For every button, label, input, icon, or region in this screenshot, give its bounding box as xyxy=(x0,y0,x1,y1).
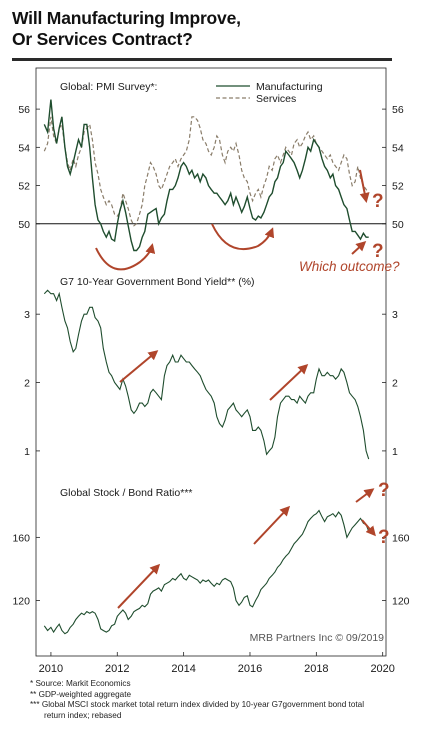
pmi-panel: Global: PMI Survey*: Manufacturing Servi… xyxy=(18,81,404,274)
arrow-up-manufacturing xyxy=(351,240,367,255)
footnotes: * Source: Markit Economics ** GDP-weight… xyxy=(30,679,430,721)
services-series-line xyxy=(43,116,370,227)
question-mark-manufacturing: ? xyxy=(372,241,384,262)
legend-manufacturing-label: Manufacturing xyxy=(256,81,323,93)
x-tick-label: 2018 xyxy=(304,663,328,675)
y-tick-label-right: 160 xyxy=(392,532,410,544)
which-outcome-text: Which outcome? xyxy=(299,259,400,274)
footnote-source: * Source: Markit Economics xyxy=(30,679,131,688)
stock-bond-panel-title: Global Stock / Bond Ratio*** xyxy=(60,487,193,499)
bond-yield-series-line xyxy=(43,289,370,460)
y-tick-label-left: 56 xyxy=(18,104,30,116)
bond-y-axis-left: 1 2 3 xyxy=(24,309,40,458)
question-mark-ratio-down: ? xyxy=(378,527,390,548)
pmi-y-axis-right: 50 52 54 56 xyxy=(382,104,404,231)
trough-arc-2015 xyxy=(211,223,275,251)
credit-text: MRB Partners Inc © 09/2019 xyxy=(250,632,385,644)
bond-yield-panel-title: G7 10-Year Government Bond Yield** (%) xyxy=(60,276,255,288)
y-tick-label-left: 3 xyxy=(24,309,30,321)
y-tick-label-left: 50 xyxy=(18,219,30,231)
bond-yield-panel: G7 10-Year Government Bond Yield** (%) 1… xyxy=(24,276,398,460)
stock-bond-series-line xyxy=(43,509,370,635)
ratio-arrow-2012 xyxy=(117,563,161,609)
x-tick-label: 2016 xyxy=(238,663,262,675)
legend-services-label: Services xyxy=(256,93,296,105)
trough-arc-2012 xyxy=(95,243,156,271)
pmi-annotation-arrows: ? ? Which outcome? xyxy=(95,169,400,274)
manufacturing-series-line xyxy=(43,99,369,252)
y-tick-label-left: 52 xyxy=(18,181,30,193)
bond-arrow-2012 xyxy=(119,350,159,383)
ratio-arrow-up xyxy=(355,488,375,503)
chart-title-line-1: Will Manufacturing Improve, xyxy=(12,8,241,28)
question-mark-services: ? xyxy=(372,191,384,212)
plot-frame xyxy=(35,67,387,657)
pmi-legend: Manufacturing Services xyxy=(216,81,323,105)
x-tick-label: 2020 xyxy=(370,663,394,675)
ratio-arrow-down xyxy=(361,519,376,537)
y-tick-label-right: 56 xyxy=(392,104,404,116)
which-outcome-annotation: Which outcome? xyxy=(299,259,400,274)
y-tick-label-right: 50 xyxy=(392,219,404,231)
ratio-annotation-arrows: ? ? xyxy=(117,480,390,609)
y-tick-label-left: 160 xyxy=(12,532,30,544)
y-tick-label-left: 1 xyxy=(24,446,30,458)
y-tick-label-left: 2 xyxy=(24,378,30,390)
y-tick-label-right: 3 xyxy=(392,309,398,321)
x-tick-label: 2012 xyxy=(105,663,129,675)
bond-y-axis-right: 1 2 3 xyxy=(382,309,398,458)
x-tick-label: 2014 xyxy=(171,663,195,675)
arrow-down-services xyxy=(359,169,370,203)
y-tick-label-right: 120 xyxy=(392,596,410,608)
footnote-ratio-cont: return index; rebased xyxy=(44,710,122,720)
y-tick-label-right: 2 xyxy=(392,378,398,390)
y-tick-label-right: 1 xyxy=(392,446,398,458)
y-tick-label-right: 52 xyxy=(392,181,404,193)
title-rule xyxy=(12,58,392,61)
ratio-arrow-2016 xyxy=(253,505,291,545)
footnote-gdp: ** GDP-weighted aggregate xyxy=(30,689,132,699)
ratio-y-axis-right: 120 160 xyxy=(382,532,410,608)
y-tick-label-right: 54 xyxy=(392,142,404,154)
chart-title: Will Manufacturing Improve, Or Services … xyxy=(12,8,432,50)
chart-title-line-2: Or Services Contract? xyxy=(12,29,193,49)
footnote-ratio: *** Global MSCI stock market total retur… xyxy=(30,700,365,709)
x-axis: 2010 2012 2014 2016 2018 2020 xyxy=(39,652,395,675)
bond-arrow-2016 xyxy=(269,363,309,401)
pmi-y-axis-left: 50 52 54 56 xyxy=(18,104,40,231)
x-tick-label: 2010 xyxy=(39,663,63,675)
bond-annotation-arrows xyxy=(119,350,309,401)
ratio-y-axis-left: 120 160 xyxy=(12,532,40,608)
question-mark-ratio-up: ? xyxy=(378,480,390,501)
y-tick-label-left: 120 xyxy=(12,596,30,608)
y-tick-label-left: 54 xyxy=(18,142,30,154)
pmi-panel-title: Global: PMI Survey*: xyxy=(60,81,157,93)
